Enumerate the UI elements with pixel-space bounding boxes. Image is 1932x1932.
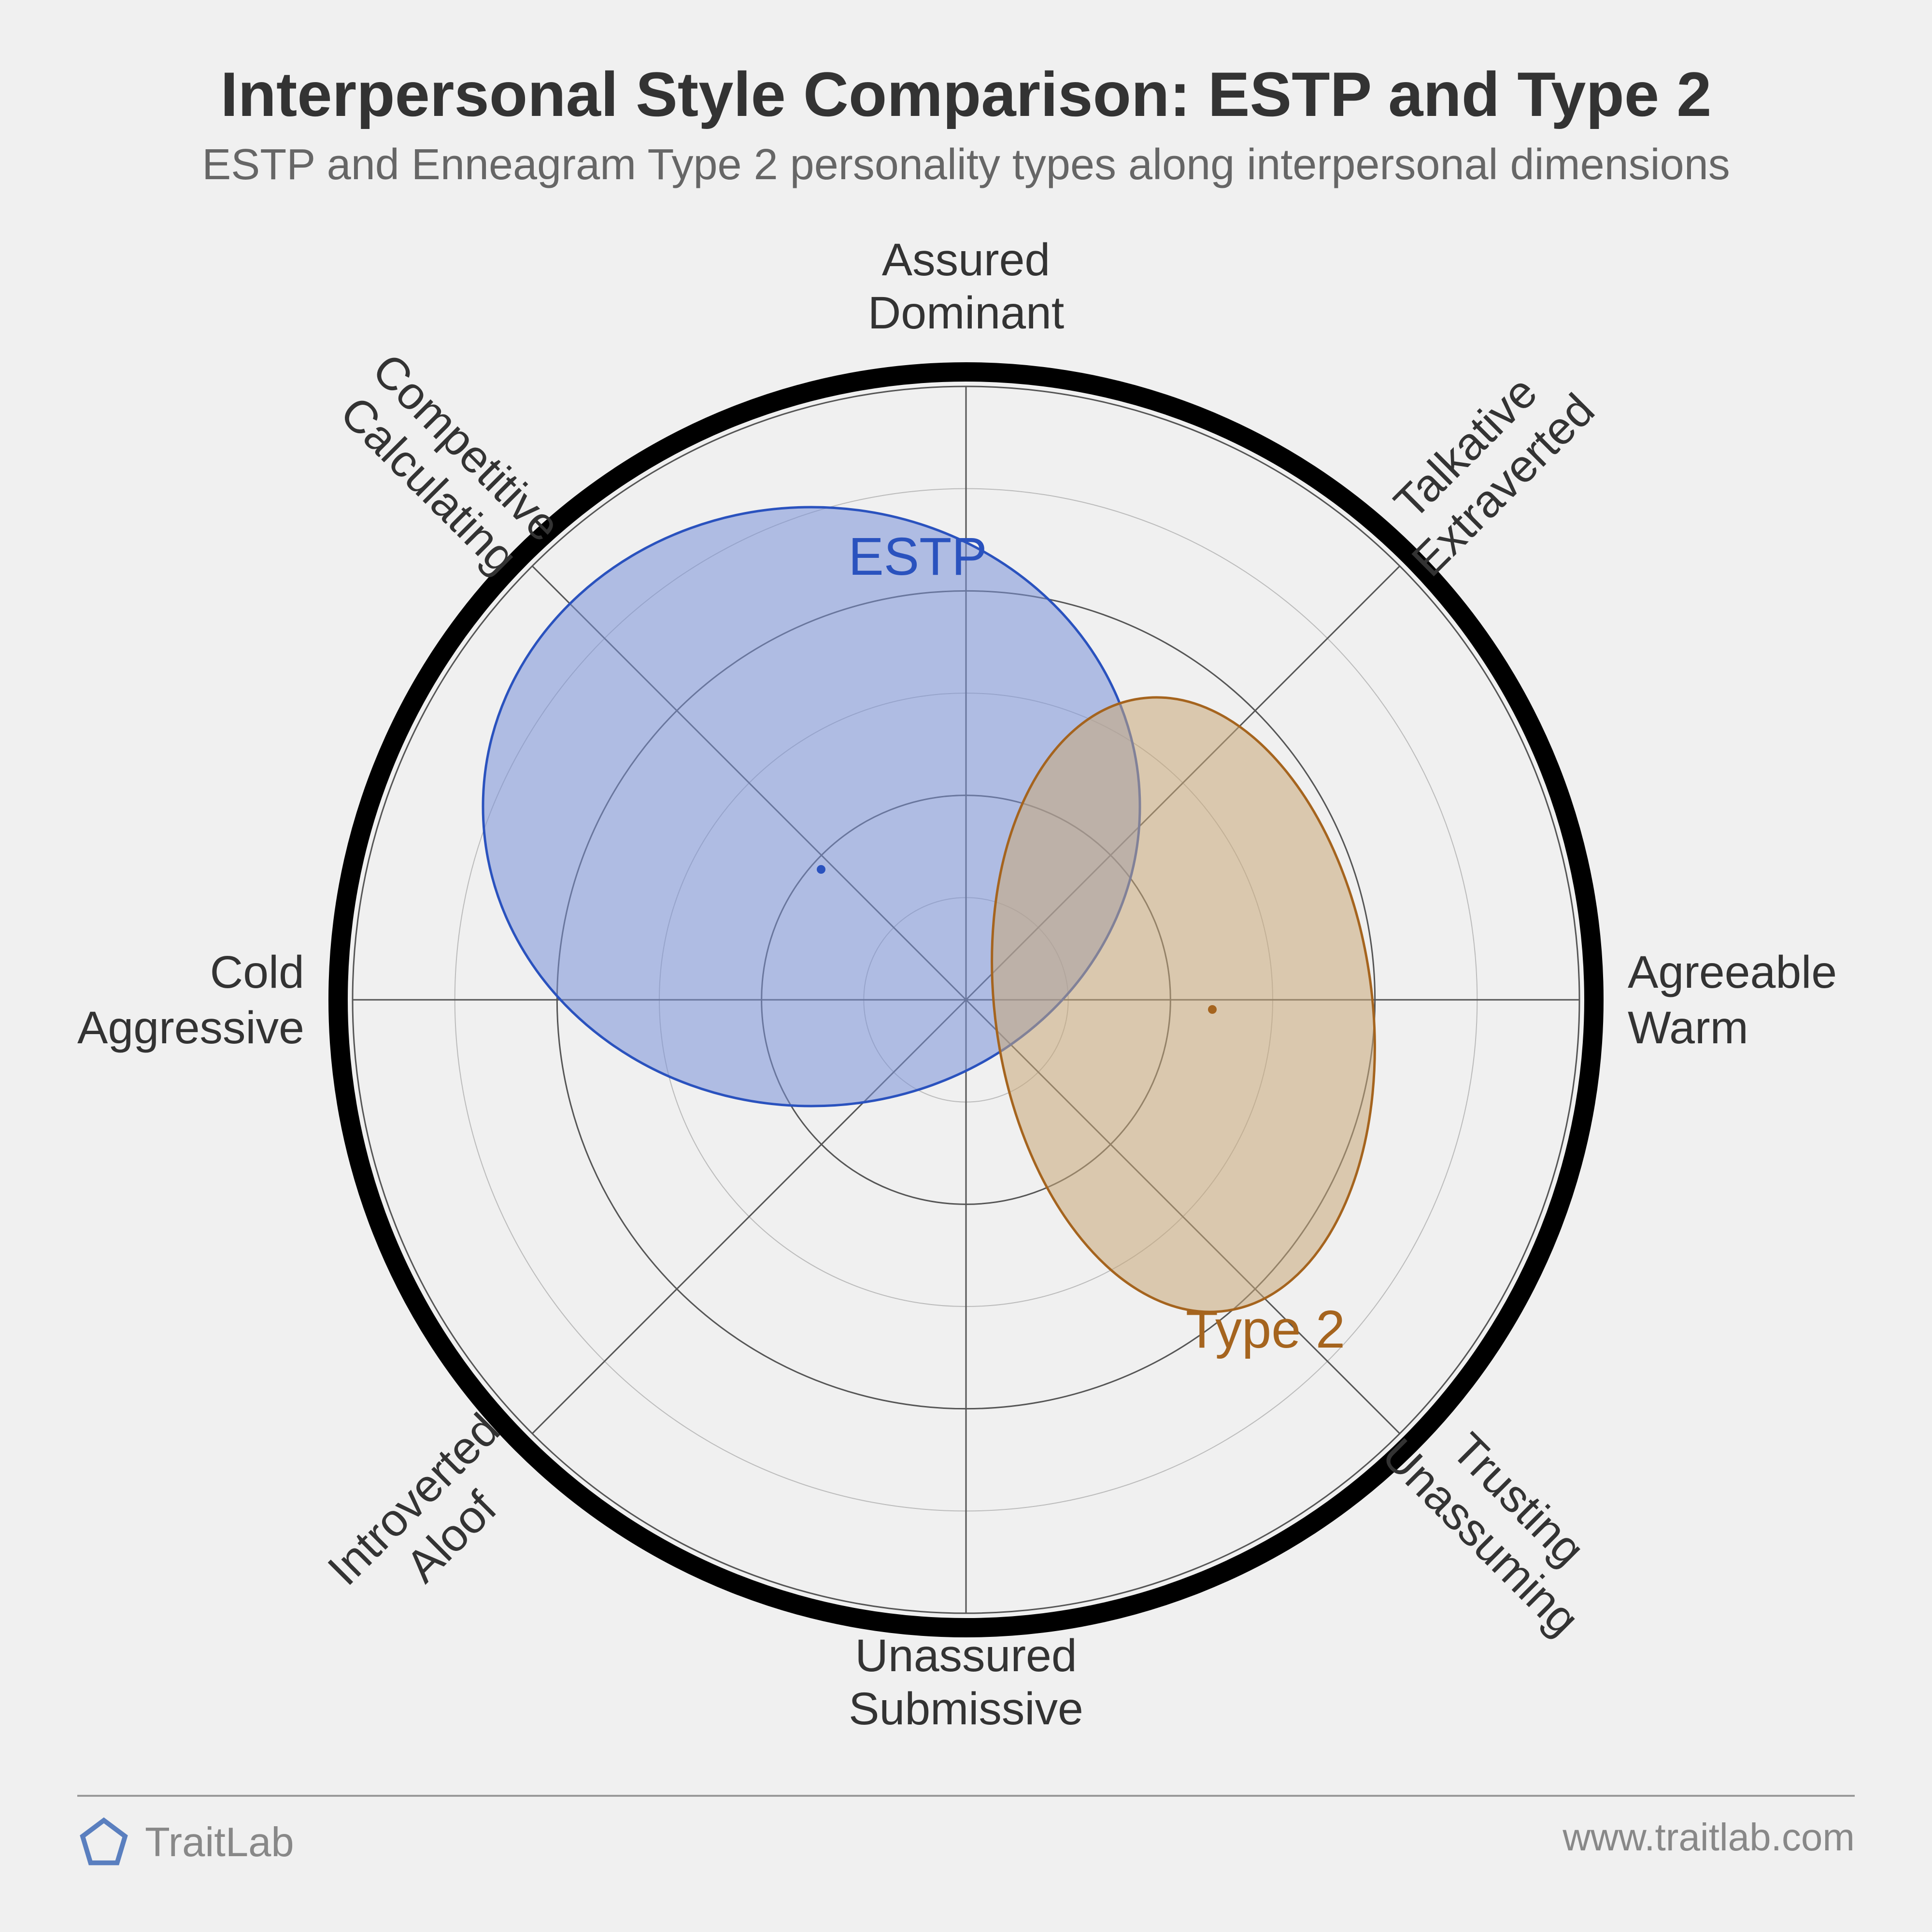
axis-label-outer: Submissive	[849, 1683, 1083, 1734]
axis-label-inner: Dominant	[868, 287, 1065, 339]
axis-label-outer: Assured	[882, 234, 1051, 285]
footer-divider	[77, 1795, 1855, 1797]
axis-label: Aggressive	[77, 1002, 304, 1053]
blob-center-dot	[1208, 1005, 1217, 1014]
chart-container: Interpersonal Style Comparison: ESTP and…	[0, 0, 1932, 1932]
blob-center-dot	[817, 865, 825, 874]
blob-label: Type 2	[1186, 1300, 1345, 1359]
title-block: Interpersonal Style Comparison: ESTP and…	[0, 58, 1932, 190]
chart-title: Interpersonal Style Comparison: ESTP and…	[0, 58, 1932, 130]
brand-logo-icon	[77, 1816, 130, 1869]
chart-subtitle: ESTP and Enneagram Type 2 personality ty…	[0, 140, 1932, 190]
footer-url: www.traitlab.com	[1563, 1815, 1855, 1860]
axis-label: Warm	[1628, 1002, 1748, 1053]
blob-label: ESTP	[848, 527, 987, 586]
axis-label: Agreeable	[1628, 947, 1837, 998]
axis-label-group: TrustingUnassuming	[1372, 1391, 1626, 1645]
axis-label-inner: Unassured	[855, 1630, 1077, 1681]
footer-left: TraitLab	[77, 1816, 294, 1869]
circumplex-chart: DominantAssuredTalkativeExtravertedAgree…	[0, 203, 1932, 1797]
axis-label: Cold	[210, 947, 304, 998]
brand-name: TraitLab	[145, 1819, 294, 1866]
